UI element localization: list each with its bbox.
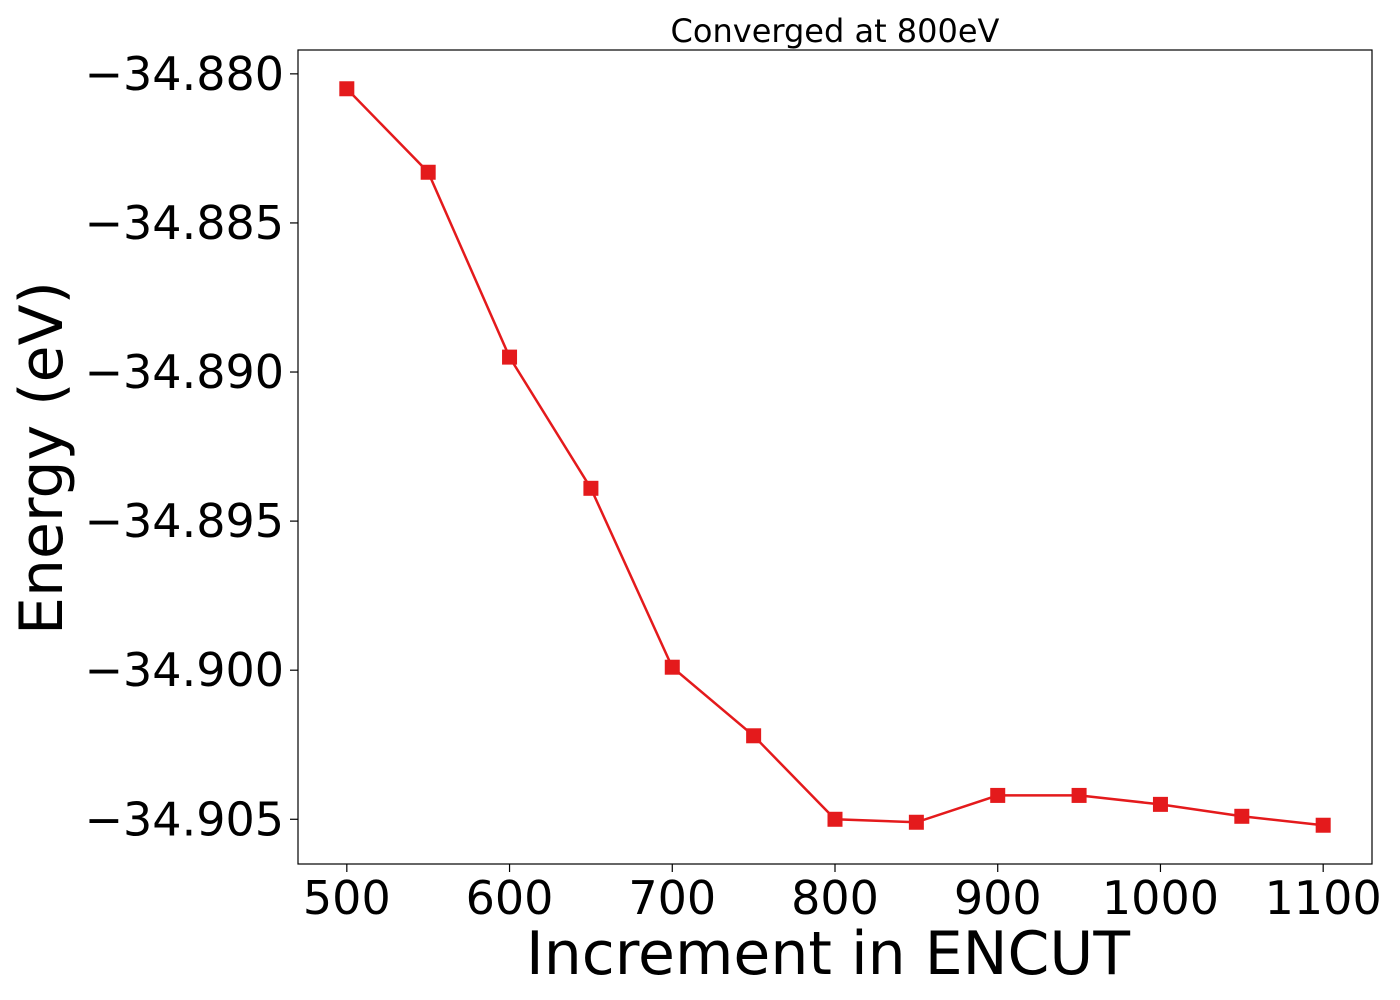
y-tick-label: −34.880 <box>85 47 285 101</box>
y-tick-label: −34.900 <box>85 643 285 697</box>
y-tick-label: −34.885 <box>85 196 285 250</box>
data-point-marker <box>502 349 518 365</box>
data-point-marker <box>420 164 436 180</box>
series-line <box>345 87 1324 827</box>
data-point-marker <box>339 81 355 97</box>
data-point-marker <box>908 814 924 830</box>
data-point-marker <box>664 659 680 675</box>
y-tick-label: −34.895 <box>85 494 285 548</box>
x-tick-label: 500 <box>303 871 391 925</box>
data-point-marker <box>1071 787 1087 803</box>
y-tick-label: −34.890 <box>85 345 285 399</box>
data-point-marker <box>583 480 599 496</box>
x-axis-label: Increment in ENCUT <box>526 919 1130 989</box>
x-tick-label: 700 <box>628 871 716 925</box>
data-point-marker <box>1152 796 1168 812</box>
x-tick-label: 900 <box>954 871 1042 925</box>
y-tick-label: −34.905 <box>85 792 285 846</box>
data-point-marker <box>1234 808 1250 824</box>
data-point-marker <box>746 728 762 744</box>
plot-frame <box>297 49 1373 865</box>
data-point-marker <box>1315 817 1331 833</box>
x-tick-label: 1000 <box>1102 871 1219 925</box>
series-layer <box>339 81 1331 833</box>
axes: 500 600 700 800 900 1000 1100 −34.880 −34.885 −34… <box>85 47 1382 925</box>
x-tick-label: 1100 <box>1265 871 1382 925</box>
x-tick-label: 600 <box>466 871 554 925</box>
data-point-marker <box>990 787 1006 803</box>
chart-title: Converged at 800eV <box>671 12 1000 50</box>
y-axis-label: Energy (eV) <box>7 281 77 635</box>
data-point-marker <box>827 811 843 827</box>
x-tick-label: 800 <box>791 871 879 925</box>
